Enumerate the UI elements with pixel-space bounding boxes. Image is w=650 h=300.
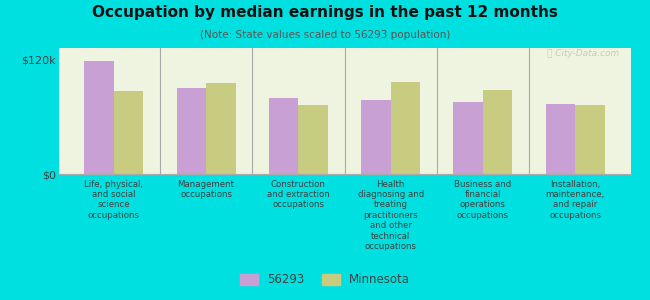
Text: Ⓡ City-Data.com: Ⓡ City-Data.com [547, 49, 619, 58]
Bar [545, 104, 575, 174]
Bar [575, 105, 604, 174]
Bar [114, 91, 144, 174]
Bar [361, 100, 391, 174]
Bar [206, 83, 236, 174]
Legend: 56293, Minnesota: 56293, Minnesota [235, 269, 415, 291]
Text: Occupation by median earnings in the past 12 months: Occupation by median earnings in the pas… [92, 4, 558, 20]
Bar [177, 88, 206, 174]
Text: (Note: State values scaled to 56293 population): (Note: State values scaled to 56293 popu… [200, 30, 450, 40]
Bar [269, 98, 298, 174]
Bar [84, 61, 114, 174]
Bar [391, 82, 420, 174]
Bar [483, 90, 512, 174]
Bar [453, 102, 483, 174]
Bar [298, 105, 328, 174]
